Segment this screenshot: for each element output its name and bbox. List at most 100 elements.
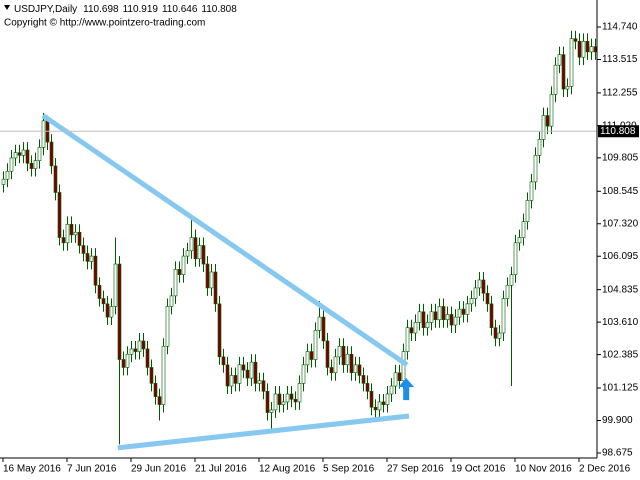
candle-body [141, 340, 146, 350]
candle-body [513, 242, 518, 275]
y-tick-label: 98.675 [602, 448, 633, 459]
x-tick-label: 21 Jul 2016 [195, 464, 247, 475]
candle-body [549, 94, 554, 127]
candle-body [469, 298, 474, 305]
candle-body [269, 409, 274, 413]
candle-body [117, 263, 122, 360]
candle-body [389, 385, 394, 395]
candle-body [517, 237, 522, 244]
candle-body [193, 237, 198, 260]
candle-body [485, 292, 490, 305]
candle-body [465, 303, 470, 315]
candle-body [369, 391, 374, 408]
candle-body [329, 367, 334, 374]
candle-body [457, 308, 462, 318]
candle-body [181, 255, 186, 275]
candle-body [317, 316, 322, 331]
candle-body [321, 316, 326, 342]
candle-body [69, 223, 74, 236]
candle-body [529, 181, 534, 201]
candle-body [497, 332, 502, 339]
candle-body [545, 115, 550, 127]
candle-body [101, 298, 106, 305]
candle-body [265, 391, 270, 413]
y-tick-label: 106.095 [602, 251, 639, 262]
candle-body [525, 200, 530, 222]
candle-body [313, 330, 318, 360]
candle-body [381, 401, 386, 405]
x-tick-label: 10 Nov 2016 [515, 464, 572, 475]
y-tick-label: 99.900 [602, 415, 633, 426]
candle-body [461, 308, 466, 315]
candle-body [405, 327, 410, 352]
candle-body [185, 250, 190, 257]
candle-body [505, 284, 510, 299]
candle-body [105, 303, 110, 318]
y-tick-label: 113.515 [602, 54, 638, 65]
candle-body [17, 152, 22, 156]
candle-body [441, 306, 446, 321]
candle-body [553, 64, 558, 95]
candle-body [169, 295, 174, 307]
candle-body [297, 383, 302, 403]
candle-body [5, 170, 10, 180]
chart-subtitle: Copyright © http://www.pointzero-trading… [4, 18, 205, 29]
candle-body [149, 367, 154, 384]
candle-body [261, 380, 266, 392]
candle-body [41, 120, 46, 148]
header-high: 110.919 [123, 4, 159, 15]
header-low: 110.646 [162, 4, 198, 15]
candle-body [161, 345, 166, 405]
candle-body [273, 393, 278, 411]
candle-body [53, 165, 58, 193]
candle-body [213, 271, 218, 305]
trendline [117, 413, 410, 451]
candle-body [577, 41, 582, 58]
candle-body [73, 231, 78, 236]
trendline [41, 113, 409, 367]
candle-body [237, 364, 242, 384]
candle-body [453, 316, 458, 326]
candle-body [365, 383, 370, 392]
candle-body [561, 54, 566, 90]
y-tick-label: 103.610 [602, 317, 639, 328]
candle-body [349, 353, 354, 374]
candle-body [241, 364, 246, 371]
candle-body [417, 311, 422, 323]
candle-body [285, 393, 290, 403]
candle-body [249, 361, 254, 379]
candle-body [385, 393, 390, 405]
candle-body [173, 269, 178, 297]
candle-body [121, 359, 126, 368]
candle-body [257, 380, 262, 384]
candle-body [409, 327, 414, 334]
candle-body [145, 348, 150, 368]
x-tick-label: 27 Sep 2016 [387, 464, 444, 475]
candle-body [289, 393, 294, 400]
collapse-icon[interactable] [4, 5, 10, 10]
candle-body [489, 303, 494, 328]
candle-body [533, 155, 538, 183]
x-tick-label: 19 Oct 2016 [451, 464, 506, 475]
candle-body [425, 322, 430, 328]
candle-body [85, 253, 90, 262]
candle-body [413, 322, 418, 334]
candle-body [509, 274, 514, 286]
candle-body [501, 298, 506, 334]
x-tick-label: 12 Aug 2016 [259, 464, 316, 475]
candle-body [9, 157, 14, 172]
x-tick-label: 2 Dec 2016 [579, 464, 631, 475]
candle-body [277, 393, 282, 405]
y-tick-label: 112.255 [602, 88, 638, 99]
candle-body [37, 147, 42, 161]
candle-body [133, 348, 138, 352]
candle-body [357, 364, 362, 376]
plot-area [0, 30, 598, 451]
candle-body [569, 38, 574, 87]
candle-body [205, 263, 210, 289]
candle-body [421, 311, 426, 328]
candle-body [209, 271, 214, 289]
candle-body [301, 364, 306, 384]
